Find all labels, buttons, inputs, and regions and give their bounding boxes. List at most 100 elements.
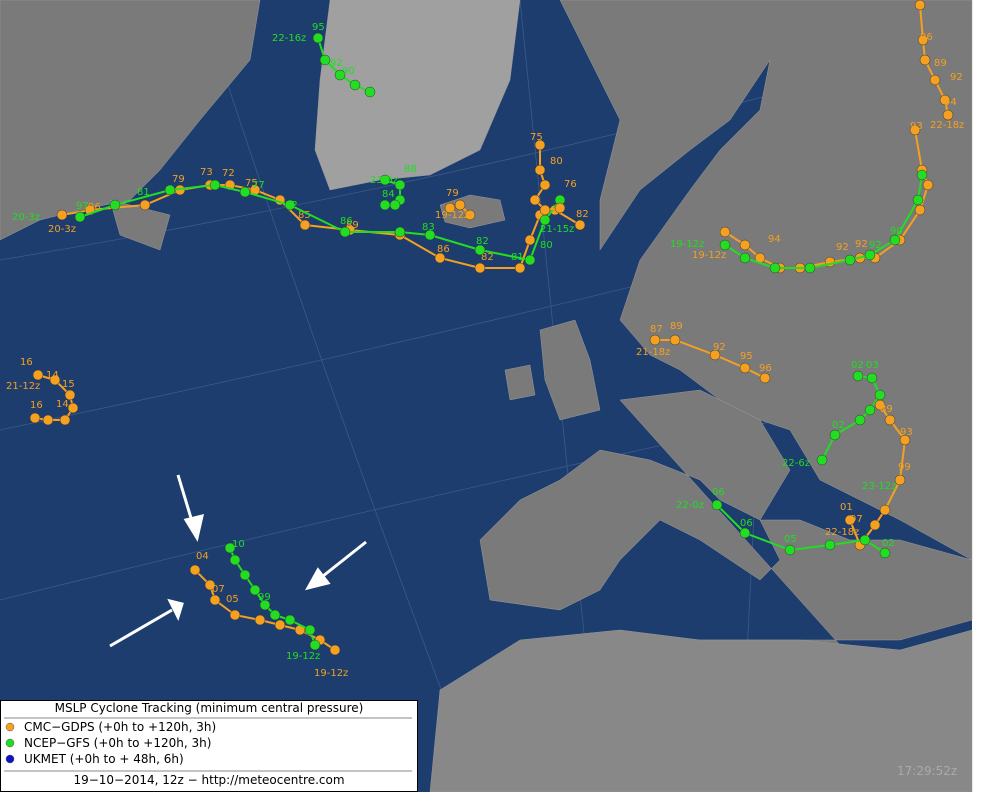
track-label: 86 bbox=[340, 216, 353, 227]
track-point bbox=[379, 199, 391, 211]
track-point bbox=[514, 262, 526, 274]
track-label: 16 bbox=[20, 357, 33, 368]
legend-label: CMC−GDPS (+0h to +120h, 3h) bbox=[24, 720, 216, 734]
track-label: 80 bbox=[550, 156, 563, 167]
track-point bbox=[394, 226, 406, 238]
track-label: 23-0z bbox=[370, 175, 398, 186]
track-label: 75 bbox=[530, 132, 543, 143]
track-point bbox=[239, 569, 251, 581]
track-point bbox=[524, 254, 536, 266]
track-point bbox=[249, 584, 261, 596]
legend-label: NCEP−GFS (+0h to +120h, 3h) bbox=[24, 736, 211, 750]
track-point bbox=[829, 429, 841, 441]
track-label: 94 bbox=[768, 234, 781, 245]
track-label: 97 bbox=[76, 201, 89, 212]
track-point bbox=[64, 389, 76, 401]
track-point bbox=[784, 544, 796, 556]
track-label: 85 bbox=[298, 210, 311, 221]
track-label: 02 bbox=[882, 538, 895, 549]
track-point bbox=[524, 234, 536, 246]
track-label: 19-12z bbox=[670, 239, 704, 250]
track-point bbox=[309, 639, 321, 651]
track-point bbox=[534, 139, 546, 151]
track-label: 77 bbox=[252, 180, 265, 191]
track-label: 89 bbox=[934, 58, 947, 69]
track-point bbox=[859, 534, 871, 546]
track-label: 82 bbox=[285, 200, 298, 211]
arrows bbox=[109, 474, 367, 648]
track-label: 19-12z bbox=[692, 250, 726, 261]
track-point bbox=[269, 609, 281, 621]
track-point bbox=[869, 519, 881, 531]
legend: MSLP Cyclone Tracking (minimum central p… bbox=[0, 700, 418, 792]
track-point bbox=[769, 262, 781, 274]
track-point bbox=[919, 54, 931, 66]
timestamp: 17:29:52z bbox=[897, 764, 957, 778]
track-label: 92 bbox=[836, 242, 849, 253]
track-label: 22-16z bbox=[272, 33, 306, 44]
track-point bbox=[554, 202, 566, 214]
track-point bbox=[894, 474, 906, 486]
track-point bbox=[669, 334, 681, 346]
track-point bbox=[284, 614, 296, 626]
track-label: 90 bbox=[342, 66, 355, 77]
track-label: 89 bbox=[880, 404, 893, 415]
track-point bbox=[254, 614, 266, 626]
track-point bbox=[804, 262, 816, 274]
track-label: 86 bbox=[437, 244, 450, 255]
track-label: 96 bbox=[88, 202, 101, 213]
track-label: 88 bbox=[404, 164, 417, 175]
track-label: 92 bbox=[855, 239, 868, 250]
track-label: 72 bbox=[222, 168, 235, 179]
track-label: 03 bbox=[866, 360, 879, 371]
track-label: 97 bbox=[850, 514, 863, 525]
track-point bbox=[719, 226, 731, 238]
track-point bbox=[866, 372, 878, 384]
track-label: 75 bbox=[245, 178, 258, 189]
legend-label: UKMET (+0h to + 48h, 6h) bbox=[24, 752, 184, 766]
track-point bbox=[474, 244, 486, 256]
track-point bbox=[49, 374, 61, 386]
track-point bbox=[739, 239, 751, 251]
track-point bbox=[912, 194, 924, 206]
track-point bbox=[394, 179, 406, 191]
track-point bbox=[854, 414, 866, 426]
track-point bbox=[349, 79, 361, 91]
track-label: 22-6z bbox=[782, 458, 810, 469]
track-label: 21-18z bbox=[636, 347, 670, 358]
track-label: 16 bbox=[30, 400, 43, 411]
track-label: 87 bbox=[650, 324, 663, 335]
track-point bbox=[364, 86, 376, 98]
margin bbox=[972, 0, 1000, 792]
track-point bbox=[229, 554, 241, 566]
track-label: 14 bbox=[46, 370, 59, 381]
track-label: 82 bbox=[576, 209, 589, 220]
track-point bbox=[444, 202, 456, 214]
track-point bbox=[209, 594, 221, 606]
track-label: 89 bbox=[670, 321, 683, 332]
track-label: 22-18z bbox=[825, 527, 859, 538]
track-point bbox=[329, 644, 341, 656]
track-point bbox=[739, 362, 751, 374]
track-label: 80 bbox=[540, 240, 553, 251]
track-point bbox=[574, 219, 586, 231]
track-label: 99 bbox=[258, 592, 271, 603]
track-point bbox=[824, 539, 836, 551]
track-label: 83 bbox=[422, 222, 435, 233]
track-point bbox=[209, 179, 221, 191]
track-point bbox=[224, 542, 236, 554]
track-point bbox=[739, 527, 751, 539]
track-label: 95 bbox=[312, 22, 325, 33]
track-point bbox=[711, 499, 723, 511]
track-label: 93 bbox=[900, 427, 913, 438]
track-point bbox=[759, 372, 771, 384]
track-label: 06 bbox=[740, 518, 753, 529]
track-point bbox=[312, 32, 324, 44]
track-point bbox=[939, 94, 951, 106]
track-point bbox=[916, 169, 928, 181]
track-label: 92 bbox=[713, 342, 726, 353]
track-point bbox=[529, 194, 541, 206]
track-label: 76 bbox=[564, 179, 577, 190]
